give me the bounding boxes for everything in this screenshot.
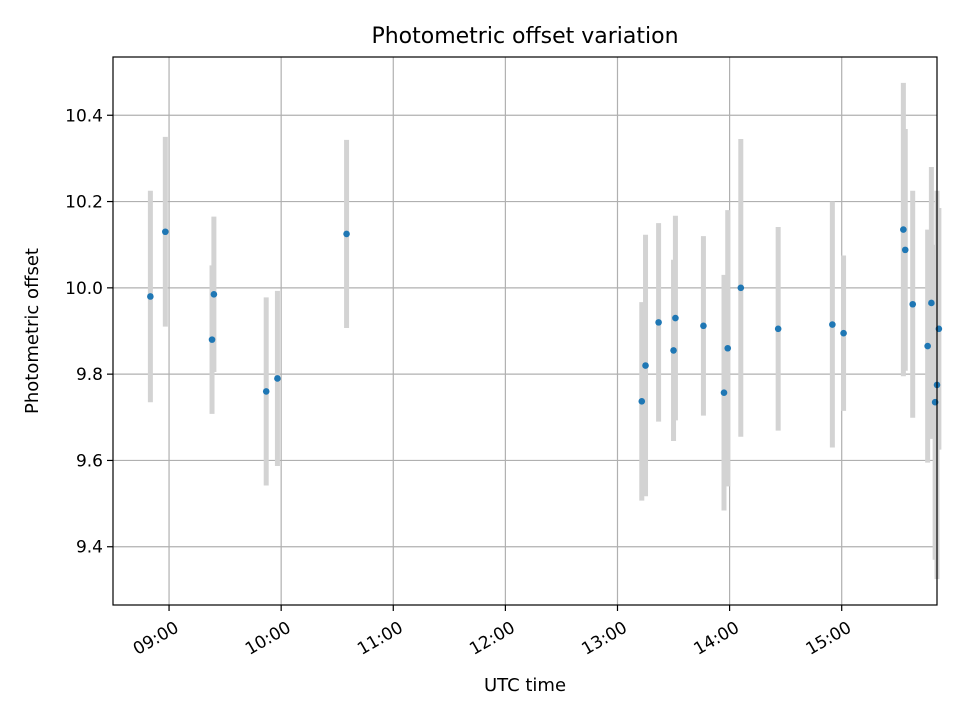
y-tick-label: 10.4 bbox=[65, 106, 103, 126]
plot-frame bbox=[112, 56, 938, 606]
x-tick-label: 12:00 bbox=[466, 618, 518, 660]
data-point bbox=[343, 230, 350, 238]
data-point bbox=[737, 284, 745, 292]
error-bars bbox=[147, 82, 942, 580]
data-point bbox=[700, 322, 707, 330]
x-tick-label: 10:00 bbox=[242, 618, 294, 660]
data-point bbox=[208, 336, 216, 343]
grid-lines bbox=[113, 57, 937, 605]
x-tick-label: 11:00 bbox=[354, 618, 406, 660]
data-point bbox=[900, 226, 907, 233]
data-point bbox=[670, 347, 677, 354]
x-axis-ticks: 09:00 10:00 11:00 12:00 13:00 14:00 15:00 bbox=[130, 605, 855, 660]
y-tick-label: 10.2 bbox=[65, 193, 103, 213]
data-point bbox=[720, 389, 728, 397]
data-point bbox=[901, 246, 909, 254]
y-tick-label: 9.4 bbox=[76, 538, 103, 558]
data-point bbox=[928, 299, 935, 307]
y-tick-label: 10.0 bbox=[65, 279, 103, 299]
data-point bbox=[829, 321, 836, 328]
y-axis-label: Photometric offset bbox=[22, 248, 43, 414]
data-points bbox=[147, 226, 943, 406]
data-point bbox=[147, 293, 154, 300]
data-point bbox=[262, 388, 270, 395]
y-axis-ticks: 9.4 9.6 9.8 10.0 10.2 10.4 bbox=[65, 106, 113, 558]
data-point bbox=[638, 398, 646, 405]
data-point bbox=[210, 291, 218, 298]
x-tick-label: 14:00 bbox=[690, 618, 742, 660]
data-point bbox=[774, 325, 782, 333]
y-tick-label: 9.8 bbox=[76, 365, 103, 385]
data-point bbox=[672, 314, 679, 322]
data-point bbox=[162, 228, 169, 236]
x-tick-label: 13:00 bbox=[578, 618, 630, 660]
data-point bbox=[909, 300, 917, 308]
data-point bbox=[724, 344, 732, 352]
data-point bbox=[274, 375, 281, 382]
y-tick-label: 9.6 bbox=[76, 451, 103, 471]
data-point bbox=[642, 362, 649, 369]
data-point bbox=[924, 342, 931, 350]
data-point bbox=[655, 319, 662, 326]
data-point bbox=[840, 329, 847, 337]
x-tick-label: 15:00 bbox=[803, 618, 855, 660]
x-tick-label: 09:00 bbox=[130, 618, 182, 660]
chart-title: Photometric offset variation bbox=[371, 24, 678, 49]
x-axis-label: UTC time bbox=[484, 675, 566, 696]
